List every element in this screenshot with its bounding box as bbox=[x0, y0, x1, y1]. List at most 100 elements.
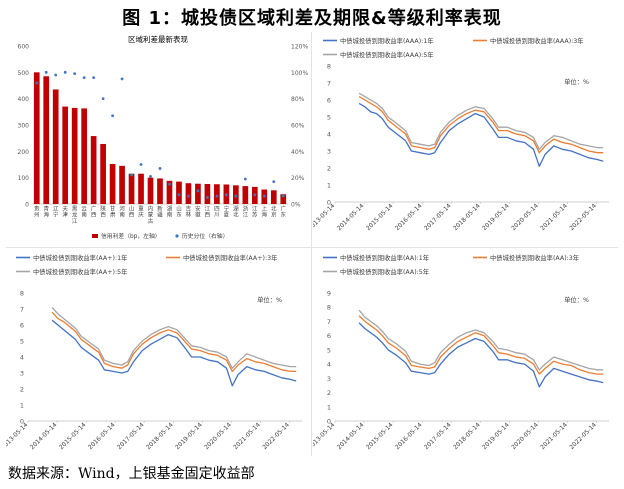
y-tick-label: 3 bbox=[20, 370, 24, 378]
chart-title: 区域利差最新表现 bbox=[128, 34, 188, 44]
y-tick-label: 7 bbox=[20, 306, 24, 314]
aaa-yield-chart: 中债城投债到期收益率(AAA):1年 中债城投债到期收益率(AAA):3年中债城投… bbox=[313, 36, 609, 232]
bar-青海 bbox=[43, 76, 50, 204]
y-tick-label: 4 bbox=[327, 361, 331, 369]
bar-安徽 bbox=[195, 183, 201, 204]
x-tick-label-广西: 广西 bbox=[91, 205, 97, 219]
y-left-tick-label: 0 bbox=[25, 202, 29, 209]
x-tick-label-宁夏: 宁夏 bbox=[224, 205, 230, 219]
x-tick-label: 2016-05-14 bbox=[87, 421, 117, 451]
point-山西 bbox=[130, 173, 133, 177]
legend-label-3: 中债城投债到期收益率(AA):5年 bbox=[340, 267, 429, 276]
y-tick-label: 1 bbox=[20, 402, 24, 410]
y-tick-label: 0 bbox=[20, 418, 24, 426]
y-tick-label: 4 bbox=[20, 354, 24, 362]
bar-浙江 bbox=[242, 186, 249, 204]
x-tick-label: 2018-05-14 bbox=[452, 202, 482, 232]
x-tick-label: 2016-05-14 bbox=[394, 202, 424, 232]
y-tick-label: 1 bbox=[327, 182, 331, 190]
x-tick-label-湖南: 湖南 bbox=[167, 205, 173, 219]
x-tick-label-四川: 四川 bbox=[214, 206, 220, 219]
point-江西 bbox=[206, 196, 209, 199]
bar-甘肃 bbox=[109, 163, 116, 204]
x-tick-label-安徽: 安徽 bbox=[195, 205, 201, 219]
x-tick-label-山东: 山东 bbox=[176, 205, 182, 219]
legend-label-1: 中债城投债到期收益率(AAA):1年 bbox=[340, 36, 434, 45]
series-line-2 bbox=[358, 96, 604, 154]
x-tick-label: 2015-05-14 bbox=[365, 202, 395, 232]
x-tick-label: 2019-05-14 bbox=[481, 202, 511, 232]
point-新疆 bbox=[158, 167, 162, 170]
bar-广西 bbox=[90, 136, 97, 204]
x-tick-label-重庆: 重庆 bbox=[138, 205, 144, 219]
bar-山西 bbox=[128, 173, 135, 204]
point-黑龙江 bbox=[73, 72, 77, 76]
unit-label: 单位：% bbox=[564, 77, 589, 86]
bar-天津 bbox=[62, 106, 69, 204]
x-tick-label-新疆: 新疆 bbox=[157, 205, 163, 219]
y-right-tick-label: 80% bbox=[291, 96, 305, 103]
y-tick-label: 3 bbox=[327, 148, 331, 156]
y-tick-label: 4 bbox=[327, 131, 331, 139]
point-辽宁 bbox=[54, 73, 58, 77]
x-tick-label-上海: 上海 bbox=[262, 205, 268, 219]
x-tick-label: 2020-05-14 bbox=[203, 421, 233, 451]
x-tick-label-黑龙江: 黑龙江 bbox=[72, 206, 78, 225]
series-line-1 bbox=[358, 322, 604, 388]
series-line-1 bbox=[51, 319, 297, 387]
legend-swatch-bar bbox=[92, 234, 98, 238]
y-tick-label: 6 bbox=[327, 97, 331, 105]
x-tick-label: 2013-05-14 bbox=[313, 202, 337, 232]
x-tick-label-河南: 河南 bbox=[119, 205, 125, 219]
source-note: 数据来源：Wind，上银基金固定收益部 bbox=[8, 466, 255, 482]
series-line-3 bbox=[358, 309, 604, 371]
bar-辽宁 bbox=[52, 89, 59, 204]
x-tick-label: 2015-05-14 bbox=[365, 421, 395, 451]
bar-四川 bbox=[214, 184, 220, 204]
y-tick-label: 5 bbox=[327, 114, 331, 122]
point-内蒙古 bbox=[149, 174, 152, 178]
y-tick-label: 5 bbox=[327, 346, 331, 354]
y-tick-label: 8 bbox=[327, 63, 331, 71]
series-line-2 bbox=[51, 311, 297, 373]
x-tick-label-云南: 云南 bbox=[81, 206, 87, 219]
bar-山东 bbox=[176, 181, 182, 204]
legend-swatch-scatter bbox=[175, 234, 179, 238]
x-tick-label: 2021-05-14 bbox=[539, 421, 569, 451]
x-tick-label: 2017-05-14 bbox=[116, 421, 146, 451]
x-tick-label: 2013-05-14 bbox=[6, 421, 30, 451]
aaplus-yield-chart: 中债城投债到期收益率(AA+):1年 中债城投债到期收益率(AA+):3年中债城投… bbox=[6, 253, 302, 451]
x-tick-label-天津: 天津 bbox=[62, 206, 68, 219]
point-浙江 bbox=[243, 177, 247, 181]
y-tick-label: 2 bbox=[327, 389, 331, 397]
point-天津 bbox=[63, 70, 67, 74]
point-广东 bbox=[281, 194, 285, 198]
bar-新疆 bbox=[157, 178, 163, 204]
y-tick-label: 8 bbox=[20, 290, 24, 298]
x-tick-label: 2014-05-14 bbox=[29, 421, 59, 451]
x-tick-label: 2021-05-14 bbox=[232, 421, 262, 451]
bar-湖南 bbox=[166, 180, 173, 204]
point-山东 bbox=[177, 193, 181, 197]
x-tick-label-贵州: 贵州 bbox=[34, 205, 40, 219]
panel-divider-horizontal bbox=[6, 247, 618, 248]
unit-label: 单位：% bbox=[257, 295, 282, 304]
point-云南 bbox=[82, 76, 86, 79]
bar-重庆 bbox=[138, 173, 144, 204]
x-tick-label: 2013-05-14 bbox=[313, 421, 337, 451]
point-重庆 bbox=[139, 163, 143, 166]
point-四川 bbox=[215, 194, 219, 198]
x-tick-label: 2022-05-14 bbox=[261, 421, 291, 451]
point-甘肃 bbox=[111, 114, 114, 118]
point-湖北 bbox=[234, 194, 238, 198]
x-tick-label-辽宁: 辽宁 bbox=[53, 205, 59, 219]
y-tick-label: 6 bbox=[327, 332, 331, 340]
x-tick-label-江苏: 江苏 bbox=[252, 206, 258, 219]
y-right-tick-label: 60% bbox=[291, 123, 305, 130]
y-right-tick-label: 120% bbox=[291, 44, 308, 51]
y-tick-label: 2 bbox=[327, 165, 331, 173]
page-title: 图 1：城投债区域利差及期限&等级利率表现 bbox=[122, 8, 502, 29]
x-tick-label: 2019-05-14 bbox=[481, 421, 511, 451]
bar-吉林 bbox=[185, 183, 192, 204]
legend-label-1: 中债城投债到期收益率(AA+):1年 bbox=[33, 253, 127, 262]
